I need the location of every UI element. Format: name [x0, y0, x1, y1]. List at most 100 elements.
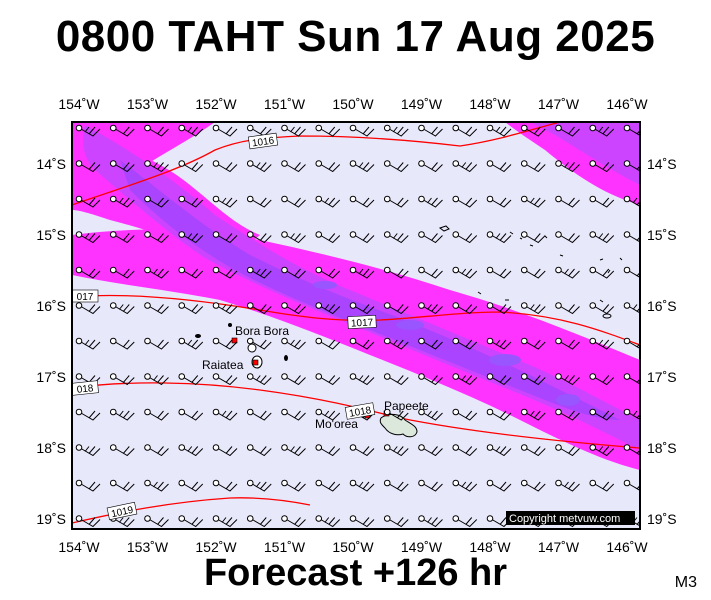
- wind-barb: [349, 160, 375, 173]
- lon-label-top: 150˚W: [332, 96, 374, 112]
- wind-barb: [212, 337, 238, 350]
- wind-barb: [109, 479, 135, 492]
- lon-label-top: 146˚W: [606, 96, 648, 112]
- isobar-label-1016: 1016: [251, 135, 275, 149]
- wind-barb: [246, 337, 272, 350]
- wind-barb: [623, 266, 640, 278]
- wind-barb: [281, 408, 306, 421]
- wind-barb: [281, 231, 306, 244]
- lat-label-right: 16˚S: [647, 298, 677, 314]
- isobar-1016: [72, 122, 561, 206]
- lat-label-right: 14˚S: [647, 156, 677, 172]
- wind-barb: [109, 195, 135, 208]
- wind-barb: [486, 266, 512, 279]
- wind-barb: [281, 444, 306, 457]
- wind-barb: [212, 231, 238, 244]
- wind-barb: [349, 337, 375, 350]
- wind-barb: [383, 479, 409, 492]
- wind-barb: [383, 337, 409, 350]
- wind-barb: [452, 231, 478, 244]
- wind-barb: [75, 444, 101, 457]
- wind-barb: [281, 337, 306, 350]
- place-moorea: Mo'orea: [315, 417, 358, 431]
- wind-barb: [212, 124, 238, 137]
- lat-label-left: 17˚S: [36, 369, 66, 385]
- wind-barb: [178, 373, 204, 386]
- lat-label-right: 17˚S: [647, 369, 677, 385]
- wind-barb: [589, 195, 615, 208]
- wind-barb: [520, 266, 546, 279]
- wind-barb: [418, 479, 443, 492]
- wind-barb: [486, 160, 512, 173]
- wind-barb: [520, 373, 546, 386]
- wind-barb: [383, 444, 409, 457]
- wind-barb: [555, 124, 580, 137]
- wind-barb: [315, 479, 341, 492]
- place-bora-bora: Bora Bora: [235, 324, 289, 338]
- wind-barb: [246, 231, 272, 244]
- wind-barb: [452, 195, 478, 208]
- wind-barb: [144, 231, 169, 244]
- wind-barb: [623, 444, 640, 456]
- wind-barb: [212, 266, 238, 279]
- wind-barb: [109, 408, 135, 421]
- wind-barb: [315, 515, 341, 528]
- lon-label-bottom: 146˚W: [606, 539, 648, 555]
- wind-barb: [555, 373, 580, 386]
- lon-label-bottom: 148˚W: [469, 539, 511, 555]
- wind-barb: [418, 195, 443, 208]
- wind-barb: [281, 515, 306, 528]
- wind-barb: [555, 479, 580, 492]
- map-frame: [71, 121, 641, 530]
- wind-barb: [452, 266, 478, 279]
- wind-barb: [212, 444, 238, 457]
- wind-barb: [383, 515, 409, 528]
- wind-barb: [383, 408, 409, 421]
- wind-barb: [452, 479, 478, 492]
- rain-core-3: [489, 354, 521, 366]
- wind-barb: [418, 337, 443, 350]
- wind-barb: [75, 266, 101, 279]
- wind-barb: [75, 195, 101, 208]
- wind-barb: [315, 408, 341, 421]
- wind-barb: [589, 373, 615, 386]
- wind-barb: [452, 302, 478, 315]
- wind-barb: [212, 160, 238, 173]
- wind-barb: [452, 337, 478, 350]
- wind-barb: [418, 266, 443, 279]
- wind-barb: [520, 195, 546, 208]
- wind-barb: [589, 337, 615, 350]
- wind-barb: [349, 373, 375, 386]
- wind-barb: [281, 302, 306, 315]
- lon-label-bottom: 147˚W: [538, 539, 580, 555]
- wind-barb: [281, 124, 306, 137]
- wind-barb: [281, 373, 306, 386]
- wind-barb: [349, 231, 375, 244]
- wind-barb: [246, 124, 272, 137]
- wind-barb: [144, 266, 169, 279]
- wind-barb: [75, 160, 101, 173]
- lon-label-bottom: 154˚W: [58, 539, 100, 555]
- wind-barb: [281, 479, 306, 492]
- wind-barb: [452, 373, 478, 386]
- wind-barb: [418, 515, 443, 528]
- wind-barb: [520, 444, 546, 457]
- wind-barb: [418, 124, 443, 137]
- wind-barb: [555, 195, 580, 208]
- lon-label-top: 154˚W: [58, 96, 100, 112]
- wind-barb: [178, 160, 204, 173]
- lon-label-top: 151˚W: [264, 96, 306, 112]
- lon-label-bottom: 153˚W: [127, 539, 169, 555]
- reef-specks: [438, 225, 623, 319]
- isobar-label-1017-west: 017: [77, 292, 94, 303]
- wind-barb: [520, 337, 546, 350]
- wind-barb: [109, 302, 135, 315]
- lon-label-bottom: 151˚W: [264, 539, 306, 555]
- wind-barb: [109, 124, 135, 137]
- wind-barb: [623, 195, 640, 207]
- wind-barb: [520, 160, 546, 173]
- lat-label-left: 16˚S: [36, 298, 66, 314]
- wind-barb: [520, 124, 546, 137]
- wind-barb: [109, 337, 135, 350]
- wind-barb: [589, 444, 615, 457]
